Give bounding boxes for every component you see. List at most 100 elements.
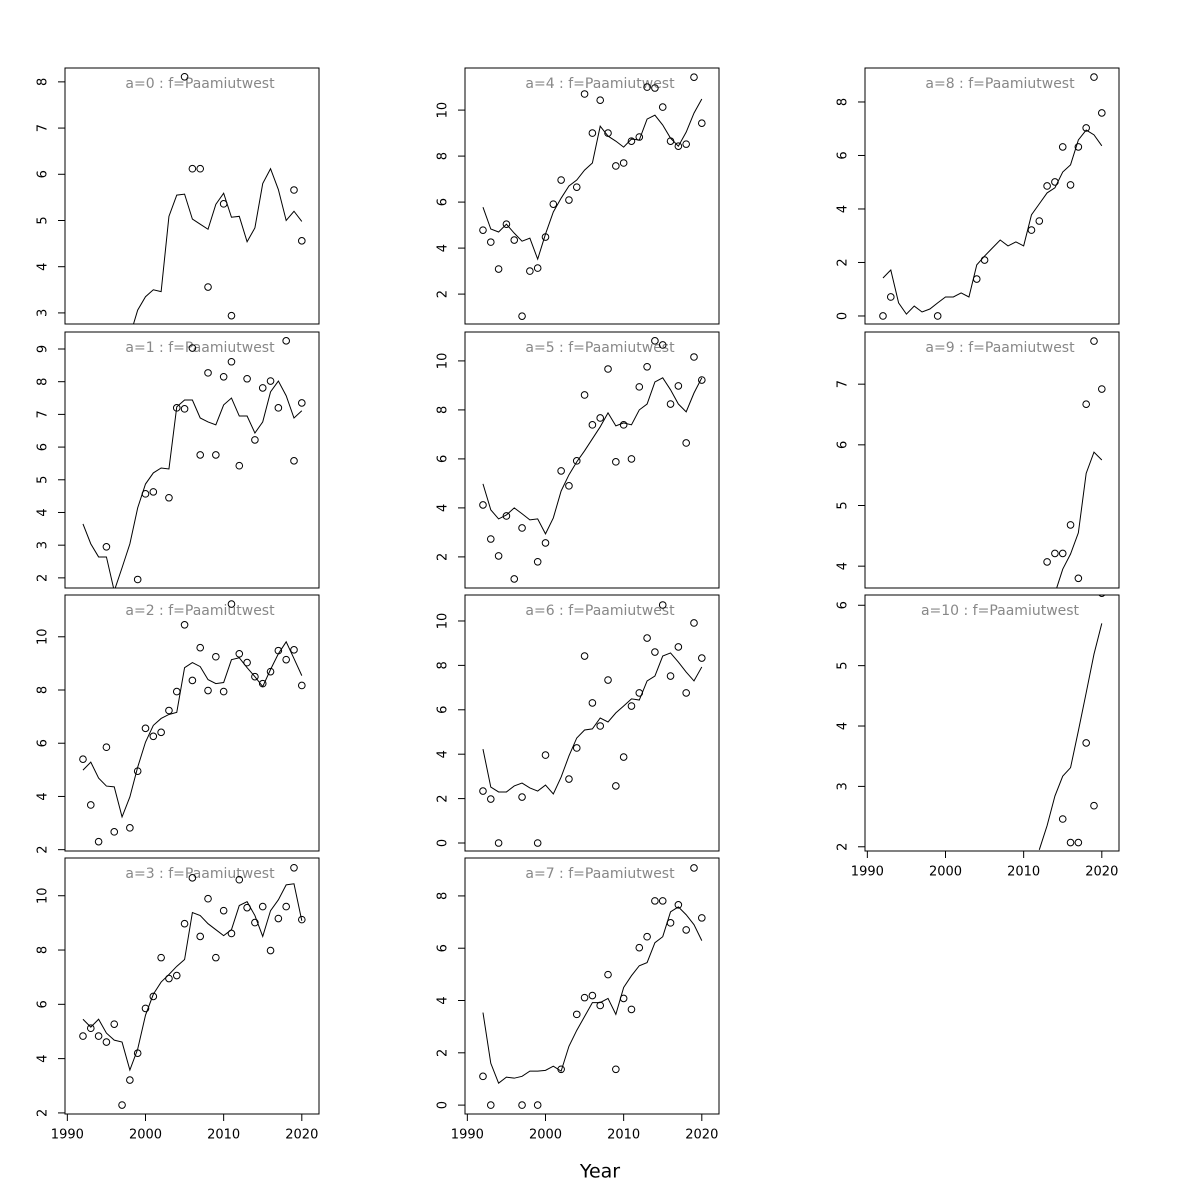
- observation: [533, 1101, 542, 1109]
- observation: [188, 164, 197, 173]
- observation: [533, 839, 542, 847]
- panel-title: a=8 : f=Paamiutwest: [925, 76, 1075, 92]
- observation: [651, 897, 659, 905]
- observation: [627, 1005, 636, 1014]
- y-tick-label: 4: [36, 263, 51, 271]
- observation: [126, 1076, 134, 1084]
- observation: [502, 512, 511, 520]
- observation: [204, 894, 212, 903]
- fit-line: [882, 129, 1103, 315]
- observation: [690, 864, 698, 872]
- observation: [604, 365, 612, 373]
- observation: [666, 400, 675, 408]
- observation: [643, 932, 651, 941]
- panel-frame: [464, 594, 720, 852]
- y-tick-label: 7: [36, 124, 51, 132]
- panel: a=9 : f=Paamiutwest 4 5 6 7: [836, 331, 1120, 589]
- plot-area: [79, 600, 306, 846]
- plot-area: [479, 864, 706, 1109]
- observation: [698, 654, 706, 662]
- observation: [298, 915, 306, 924]
- observation: [1098, 595, 1106, 597]
- observation: [1066, 181, 1075, 189]
- plot-area: [132, 72, 306, 324]
- observation: [612, 458, 620, 466]
- y-tick-label: 5: [836, 501, 851, 509]
- observation: [565, 482, 573, 490]
- observation: [604, 676, 612, 684]
- observation: [204, 686, 212, 695]
- observation: [219, 200, 228, 208]
- x-tick-label: 2020: [1085, 865, 1118, 880]
- y-tick-label: 6: [836, 151, 851, 159]
- panel-frame: [64, 67, 320, 325]
- observation: [172, 404, 181, 412]
- observation: [86, 801, 95, 809]
- panel-title: a=10 : f=Paamiutwest: [921, 603, 1080, 619]
- plot-area: [479, 337, 706, 583]
- y-tick-label: 5: [836, 662, 851, 670]
- y-tick-label: 2: [836, 843, 851, 851]
- observation: [196, 164, 205, 173]
- observation: [258, 902, 267, 911]
- observation: [1058, 143, 1067, 151]
- observation: [212, 451, 220, 459]
- panel-frame: [464, 331, 720, 589]
- plot-area: [879, 73, 1106, 320]
- observation: [510, 575, 519, 583]
- observation: [102, 1038, 111, 1046]
- fit-line: [482, 98, 703, 261]
- plot-area: [1043, 337, 1106, 588]
- observation: [541, 233, 550, 241]
- observation: [494, 839, 503, 847]
- observation: [196, 643, 205, 652]
- panel-title: a=2 : f=Paamiutwest: [125, 603, 275, 619]
- observation: [157, 953, 165, 962]
- panel-title: a=9 : f=Paamiutwest: [925, 340, 1075, 356]
- observation: [479, 226, 487, 234]
- observation: [219, 687, 228, 696]
- panel-frame: [64, 331, 320, 589]
- observation: [619, 159, 628, 167]
- y-tick-label: 4: [36, 508, 51, 516]
- observation: [180, 919, 189, 928]
- y-tick-label: 6: [436, 198, 451, 206]
- observation: [204, 283, 212, 291]
- observation: [479, 501, 487, 509]
- observation: [596, 414, 605, 422]
- y-tick-label: 0: [436, 839, 451, 847]
- observation: [94, 837, 103, 846]
- y-tick-label: 6: [36, 1000, 51, 1008]
- panel-frame: [864, 594, 1120, 852]
- observation: [1058, 549, 1067, 558]
- observation: [518, 1101, 526, 1109]
- y-tick-label: 8: [36, 378, 51, 386]
- x-tick-label: 2010: [1007, 865, 1040, 880]
- observation: [682, 689, 690, 697]
- panel: a=6 : f=Paamiutwest 0 2 4 6 8 10: [436, 594, 720, 852]
- observation: [227, 600, 236, 608]
- y-tick-label: 5: [36, 216, 51, 224]
- observation: [980, 256, 989, 264]
- observation: [658, 103, 667, 111]
- x-tick-label: 2020: [285, 1128, 318, 1143]
- observation: [1074, 838, 1083, 847]
- observation: [674, 382, 683, 390]
- y-tick-label: 6: [36, 739, 51, 747]
- y-tick-label: 9: [36, 345, 51, 353]
- observation: [102, 743, 111, 752]
- panel-title: a=5 : f=Paamiutwest: [525, 340, 675, 356]
- observation: [133, 575, 142, 584]
- y-tick-label: 5: [36, 476, 51, 484]
- panel-frame: [464, 857, 720, 1115]
- observation: [212, 953, 220, 962]
- observation: [1066, 521, 1075, 529]
- observation: [110, 828, 119, 836]
- observation: [118, 1101, 126, 1109]
- observation: [565, 775, 573, 783]
- observation: [1082, 739, 1090, 747]
- observation: [235, 875, 244, 884]
- observation: [1090, 73, 1098, 81]
- y-tick-label: 6: [36, 443, 51, 451]
- observation: [612, 782, 620, 790]
